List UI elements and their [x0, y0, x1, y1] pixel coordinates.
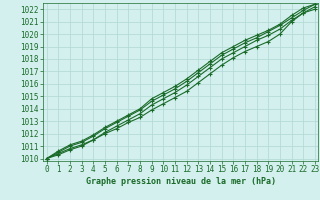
X-axis label: Graphe pression niveau de la mer (hPa): Graphe pression niveau de la mer (hPa) [86, 177, 276, 186]
